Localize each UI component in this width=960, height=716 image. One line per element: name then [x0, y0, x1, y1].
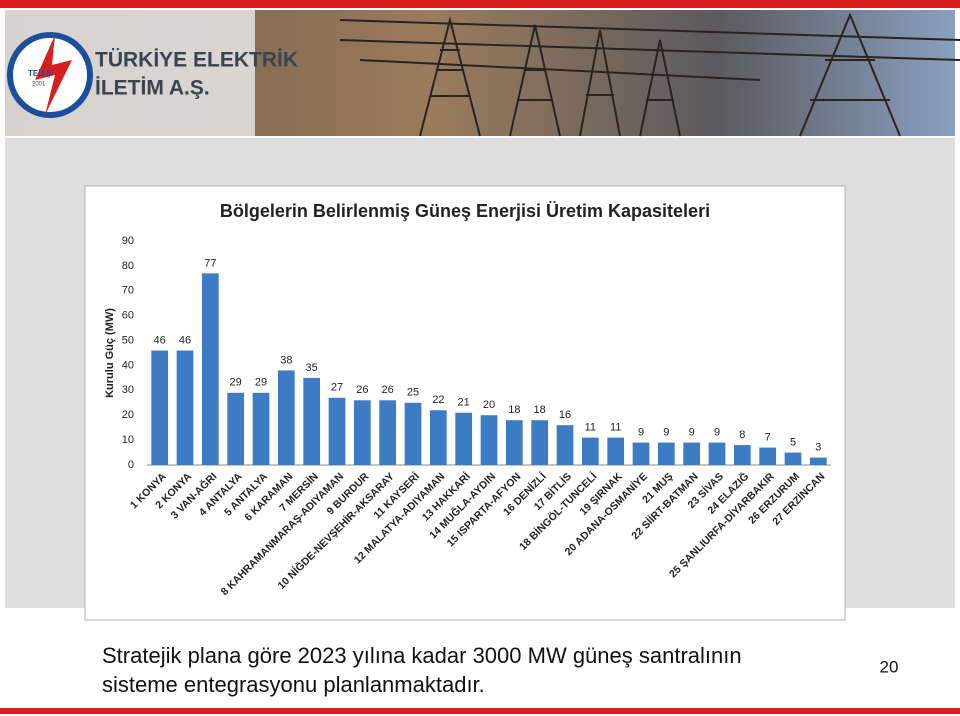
value-label: 20 [483, 399, 495, 411]
y-tick-label: 90 [122, 235, 134, 247]
bar [632, 442, 650, 465]
value-label: 5 [790, 436, 796, 448]
bar [176, 350, 194, 465]
value-label: 3 [815, 441, 821, 453]
y-tick-label: 50 [122, 334, 134, 346]
bar [480, 415, 498, 465]
value-label: 16 [559, 409, 571, 421]
value-label: 26 [382, 384, 394, 396]
value-label: 25 [407, 387, 419, 399]
value-label: 9 [663, 427, 669, 439]
value-label: 77 [204, 257, 216, 269]
bar [353, 400, 371, 465]
y-tick-label: 10 [122, 434, 134, 446]
company-name: İLETİM A.Ş. [95, 77, 210, 100]
bar [201, 273, 219, 465]
bar [531, 420, 549, 465]
value-label: 35 [306, 362, 318, 374]
value-label: 18 [534, 404, 546, 416]
value-label: 26 [356, 384, 368, 396]
bar [379, 400, 397, 465]
logo-text: TEİAŞ [28, 69, 52, 78]
bar [429, 410, 447, 465]
caption: sisteme entegrasyonu planlanmaktadır. [102, 672, 485, 697]
bar [683, 442, 701, 465]
bar [303, 377, 321, 465]
logo-year: 2001 [32, 82, 46, 88]
value-label: 11 [610, 422, 621, 434]
y-axis-label: Kurulu Güç (MW) [104, 308, 116, 398]
top-bar [0, 0, 960, 8]
value-label: 46 [154, 334, 166, 346]
value-label: 18 [508, 404, 520, 416]
bar [607, 437, 625, 465]
value-label: 46 [179, 334, 191, 346]
y-tick-label: 0 [128, 459, 134, 471]
y-tick-label: 40 [122, 359, 134, 371]
bar [657, 442, 675, 465]
bar [556, 425, 574, 465]
y-tick-label: 30 [122, 384, 134, 396]
value-label: 27 [331, 382, 343, 394]
y-tick-label: 70 [122, 285, 134, 297]
bottom-bar [0, 708, 960, 714]
bar [809, 457, 827, 465]
company-name: TÜRKİYE ELEKTRİK [95, 49, 298, 72]
value-label: 9 [638, 427, 644, 439]
towers [339, 12, 960, 137]
bar [151, 350, 169, 465]
chart-title: Bölgelerin Belirlenmiş Güneş Enerjisi Ür… [220, 201, 710, 221]
bar [277, 370, 295, 465]
bar [455, 412, 473, 465]
bar [252, 392, 270, 465]
value-label: 7 [765, 431, 771, 443]
value-label: 8 [739, 429, 745, 441]
caption: Stratejik plana göre 2023 yılına kadar 3… [102, 643, 742, 668]
value-label: 9 [714, 427, 720, 439]
bar [759, 447, 777, 465]
value-label: 9 [689, 427, 695, 439]
bar [227, 392, 245, 465]
value-label: 21 [458, 397, 470, 409]
bar [404, 402, 422, 465]
y-tick-label: 20 [122, 409, 134, 421]
value-label: 29 [230, 377, 242, 389]
logo-bolt [35, 35, 72, 115]
value-label: 22 [432, 394, 444, 406]
value-label: 38 [280, 354, 292, 366]
bar [328, 397, 346, 465]
page-number: 20 [880, 657, 899, 676]
bar [581, 437, 599, 465]
value-label: 11 [585, 422, 596, 434]
value-label: 29 [255, 377, 267, 389]
bar [784, 452, 802, 465]
y-tick-label: 80 [122, 260, 134, 272]
bar [708, 442, 726, 465]
bar [505, 420, 523, 465]
y-tick-label: 60 [122, 310, 134, 322]
bar [733, 445, 751, 465]
